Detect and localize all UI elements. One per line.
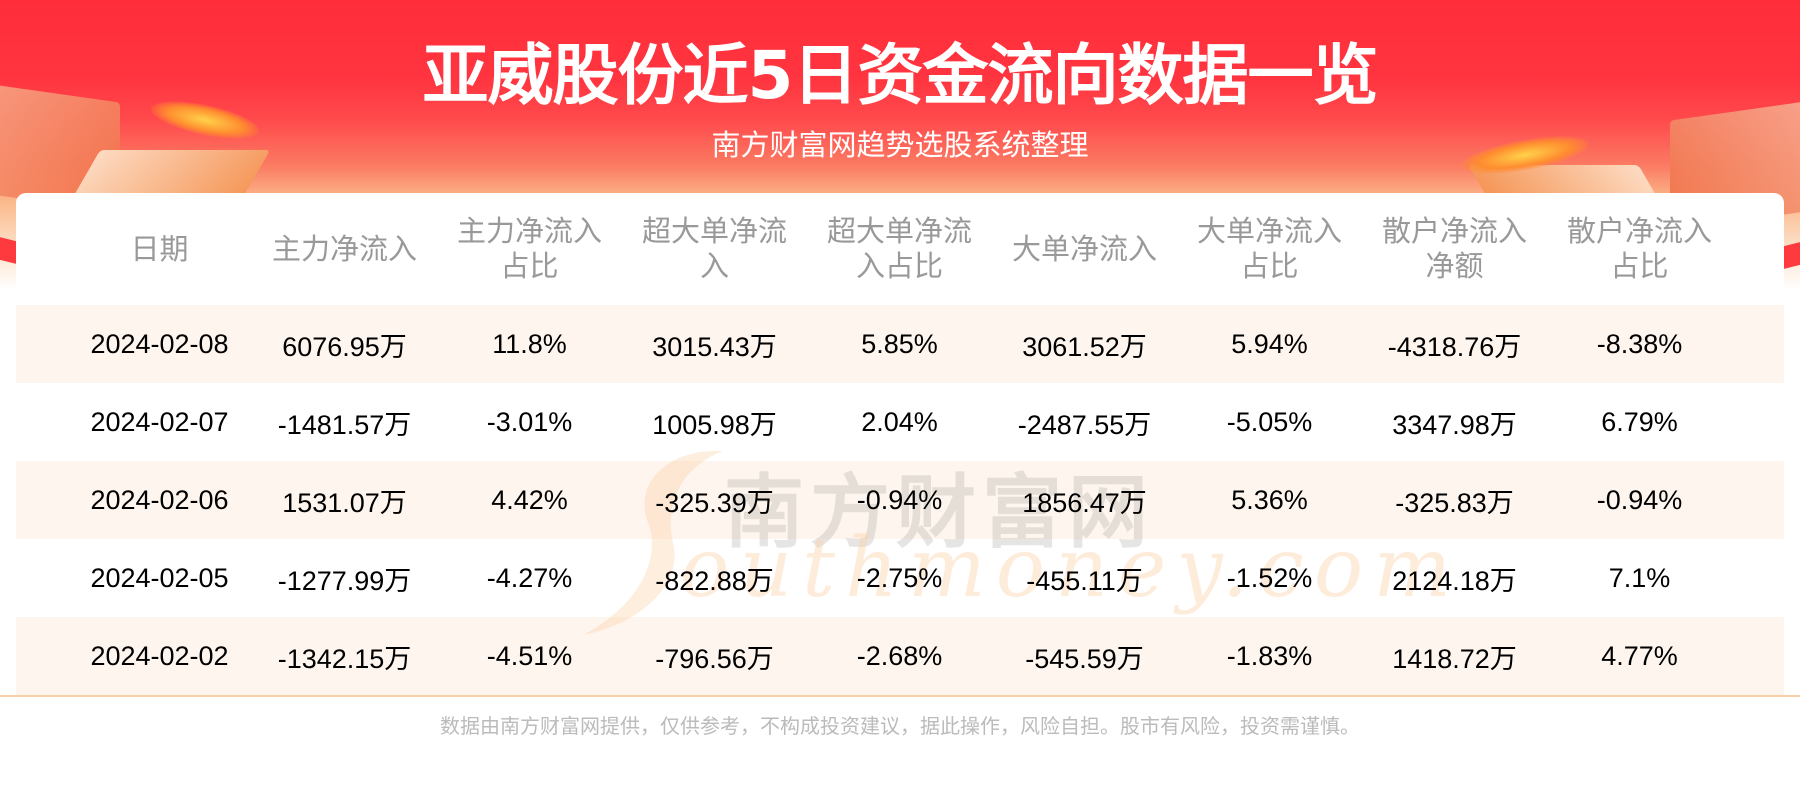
cell-large-net-inflow: 3061.52万	[1022, 331, 1147, 362]
cell-super-large-net-inflow-ratio: -2.68%	[856, 640, 943, 671]
cell-retail-net-inflow-ratio: 4.77%	[1601, 640, 1678, 671]
cell-date: 2024-02-05	[90, 562, 229, 593]
table-row: 2024-02-07 -1481.57万 -3.01% 1005.98万 2.0…	[16, 383, 1784, 461]
page-subtitle: 南方财富网趋势选股系统整理	[711, 128, 1089, 162]
cell-main-net-inflow-ratio: -4.51%	[486, 640, 573, 671]
cell-retail-net-inflow-amount: -4318.76万	[1387, 331, 1522, 362]
cell-main-net-inflow: -1481.57万	[277, 409, 412, 440]
cell-super-large-net-inflow: 1005.98万	[652, 409, 777, 440]
table-row: 2024-02-02 -1342.15万 -4.51% -796.56万 -2.…	[16, 617, 1784, 695]
cell-retail-net-inflow-amount: 1418.72万	[1392, 643, 1517, 674]
cell-super-large-net-inflow: -796.56万	[655, 643, 774, 674]
column-header-large-net-inflow: 大单净流入	[1011, 231, 1157, 266]
column-header-main-net-inflow: 主力净流入	[271, 231, 417, 266]
cell-super-large-net-inflow-ratio: -2.75%	[856, 562, 943, 593]
cell-retail-net-inflow-ratio: 6.79%	[1601, 406, 1678, 437]
cell-super-large-net-inflow-ratio: -0.94%	[856, 484, 943, 515]
cell-retail-net-inflow-ratio: 7.1%	[1608, 562, 1671, 593]
cell-date: 2024-02-02	[90, 640, 229, 671]
table-row: 2024-02-05 -1277.99万 -4.27% -822.88万 -2.…	[16, 539, 1784, 617]
table-row: 2024-02-06 1531.07万 4.42% -325.39万 -0.94…	[16, 461, 1784, 539]
cell-large-net-inflow-ratio: -1.52%	[1226, 562, 1313, 593]
table-row: 2024-02-08 6076.95万 11.8% 3015.43万 5.85%…	[16, 305, 1784, 383]
cell-large-net-inflow: -2487.55万	[1017, 409, 1152, 440]
cell-main-net-inflow: -1342.15万	[277, 643, 412, 674]
footer-divider	[0, 695, 1800, 697]
cell-date: 2024-02-06	[90, 484, 229, 515]
cell-main-net-inflow-ratio: 4.42%	[491, 484, 568, 515]
column-header-super-large-net-inflow-ratio: 超大单净流 入占比	[826, 214, 972, 283]
cell-date: 2024-02-07	[90, 406, 229, 437]
page-title: 亚威股份近5日资金流向数据一览	[422, 37, 1379, 114]
cell-main-net-inflow-ratio: -3.01%	[486, 406, 573, 437]
cell-main-net-inflow: 1531.07万	[282, 487, 407, 518]
cell-super-large-net-inflow-ratio: 2.04%	[861, 406, 938, 437]
cell-large-net-inflow-ratio: -5.05%	[1226, 406, 1313, 437]
table-body: 2024-02-08 6076.95万 11.8% 3015.43万 5.85%…	[16, 305, 1784, 695]
cell-super-large-net-inflow: -822.88万	[655, 565, 774, 596]
cell-retail-net-inflow-amount: 2124.18万	[1392, 565, 1517, 596]
column-header-retail-net-inflow-amount: 散户净流入 净额	[1381, 214, 1527, 283]
cell-retail-net-inflow-amount: -325.83万	[1395, 487, 1514, 518]
cell-large-net-inflow: 1856.47万	[1022, 487, 1147, 518]
cell-super-large-net-inflow: 3015.43万	[652, 331, 777, 362]
cell-main-net-inflow-ratio: -4.27%	[486, 562, 573, 593]
cell-large-net-inflow-ratio: 5.36%	[1231, 484, 1308, 515]
disclaimer-text: 数据由南方财富网提供，仅供参考，不构成投资建议，据此操作，风险自担。股市有风险，…	[440, 714, 1360, 738]
cell-large-net-inflow-ratio: -1.83%	[1226, 640, 1313, 671]
column-header-retail-net-inflow-ratio: 散户净流入 占比	[1566, 214, 1712, 283]
table-header-row: 日期 主力净流入 主力净流入 占比 超大单净流入 超大单净流 入占比 大单净流入 大…	[67, 193, 1732, 305]
cell-super-large-net-inflow-ratio: 5.85%	[861, 328, 938, 359]
column-header-main-net-inflow-ratio: 主力净流入 占比	[456, 214, 602, 283]
column-header-super-large-net-inflow: 超大单净流入	[641, 214, 787, 283]
fund-flow-table-card: 日期 主力净流入 主力净流入 占比 超大单净流入 超大单净流 入占比 大单净流入 大…	[16, 193, 1784, 696]
cell-large-net-inflow: -545.59万	[1025, 643, 1144, 674]
cell-super-large-net-inflow: -325.39万	[655, 487, 774, 518]
cell-main-net-inflow: -1277.99万	[277, 565, 412, 596]
cell-large-net-inflow-ratio: 5.94%	[1231, 328, 1308, 359]
column-header-large-net-inflow-ratio: 大单净流入 占比	[1196, 214, 1342, 283]
cell-main-net-inflow: 6076.95万	[282, 331, 407, 362]
cell-retail-net-inflow-ratio: -0.94%	[1596, 484, 1683, 515]
cell-retail-net-inflow-amount: 3347.98万	[1392, 409, 1517, 440]
cell-large-net-inflow: -455.11万	[1026, 565, 1143, 596]
cell-date: 2024-02-08	[90, 328, 229, 359]
column-header-date: 日期	[130, 231, 189, 266]
cell-main-net-inflow-ratio: 11.8%	[492, 328, 567, 359]
cell-retail-net-inflow-ratio: -8.38%	[1596, 328, 1683, 359]
